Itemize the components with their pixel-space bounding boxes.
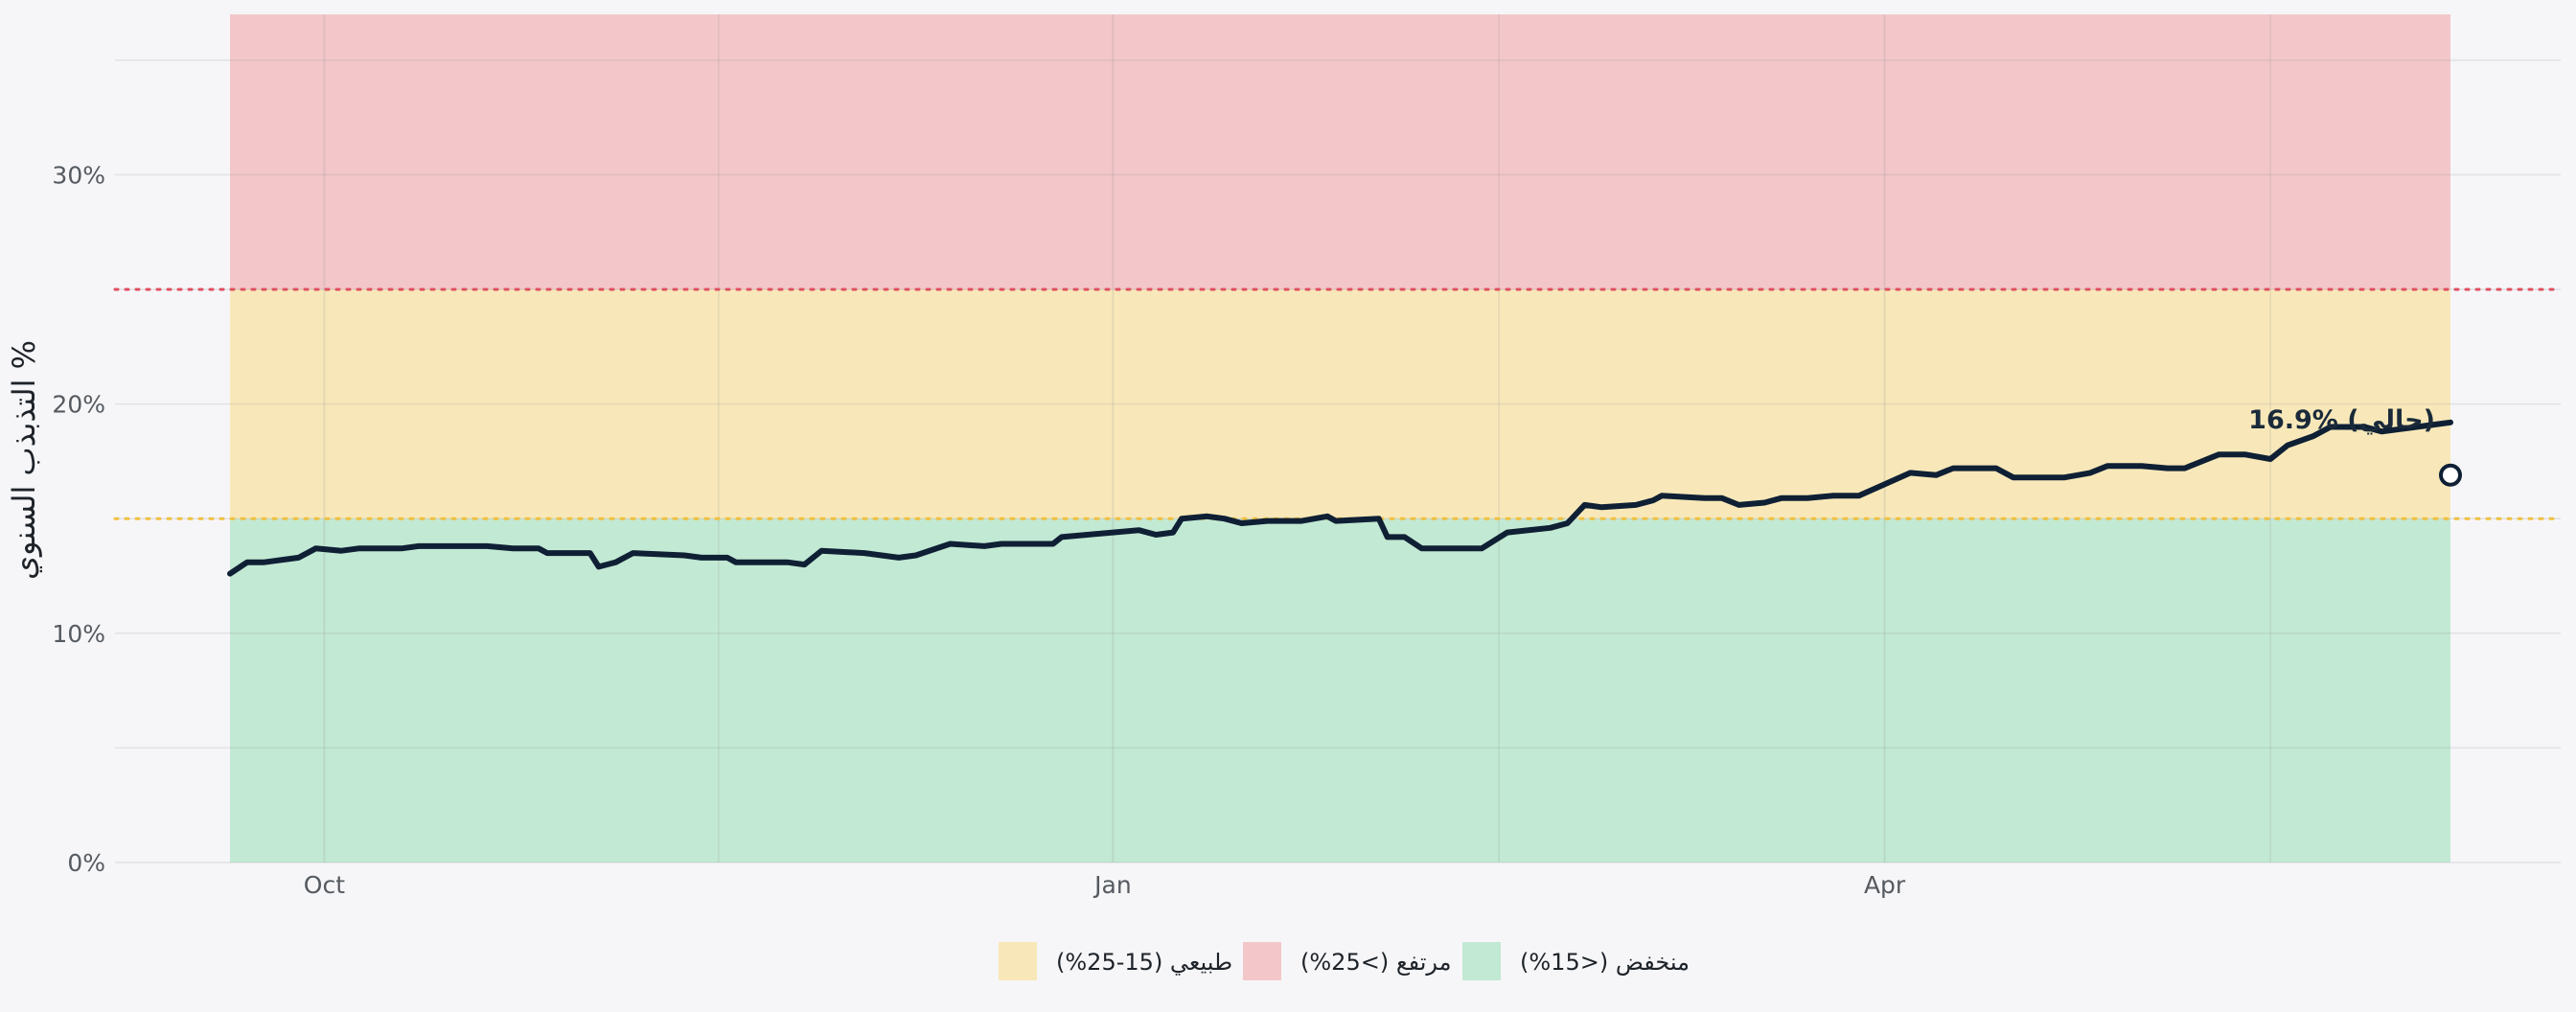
legend-swatch-0 (999, 942, 1037, 980)
y-axis-title: التذبذب السنوي % (6, 340, 42, 580)
band-1 (230, 289, 2450, 519)
series-layer (227, 419, 2453, 577)
legend-label-0: طبيعي (15-25%) (1056, 949, 1232, 976)
legend-swatch-2 (1462, 942, 1501, 980)
band-0 (230, 518, 2450, 862)
y-tick-label: 10% (52, 620, 105, 648)
x-axis-ticks: Oct Jan Apr (304, 871, 1906, 899)
x-tick-label: Apr (1864, 871, 1906, 899)
x-tick-label: Oct (304, 871, 345, 899)
band-2 (230, 14, 2450, 290)
y-tick-label: 0% (67, 849, 105, 877)
series-line-0 (227, 419, 2453, 577)
current-value-marker-group: 16.9% (حالي) (2248, 405, 2462, 487)
y-tick-label: 30% (52, 161, 105, 189)
x-tick-label: Jan (1092, 871, 1132, 899)
gridlines (115, 14, 2561, 863)
risk-bands (230, 14, 2450, 862)
legend-label-1: مرتفع (>25%) (1300, 949, 1452, 976)
y-tick-label: 20% (52, 391, 105, 419)
y-axis-ticks: 0% 10% 20% 30% (52, 161, 105, 877)
legend-label-2: منخفض (<15%) (1520, 949, 1690, 976)
current-value-marker (2439, 463, 2462, 487)
current-value-annotation: 16.9% (حالي) (2248, 405, 2435, 435)
legend-swatch-1 (1243, 942, 1281, 980)
legend: طبيعي (15-25%) مرتفع (>25%) منخفض (<15%) (999, 942, 1690, 980)
